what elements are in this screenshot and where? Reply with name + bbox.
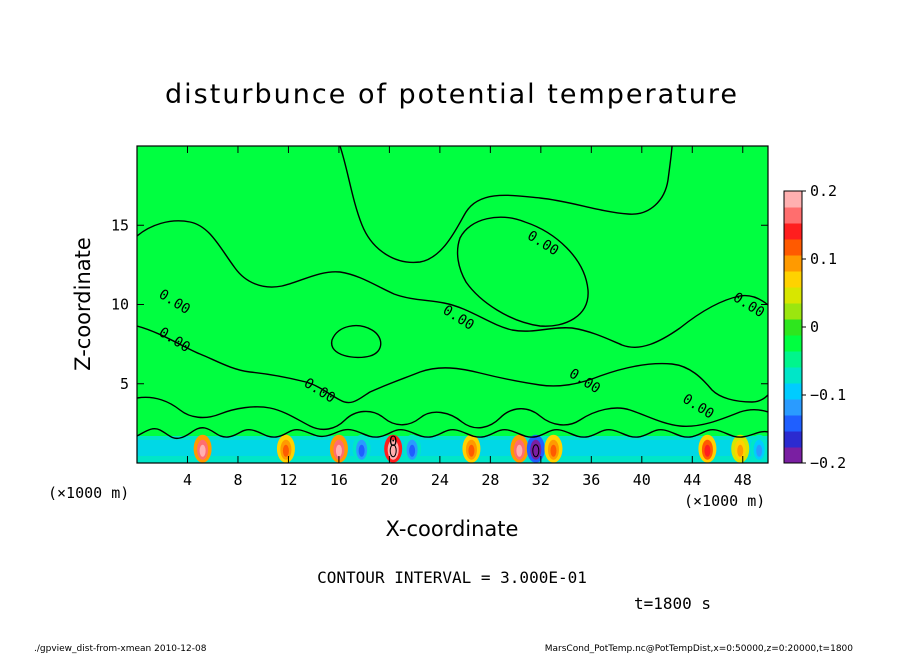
x-tick-label: 16 [330, 471, 348, 489]
footer-left: ./gpview_dist-from-xmean 2010-12-08 [34, 644, 207, 654]
colorbar-segment [784, 335, 802, 352]
colorbar-tick-label: −0.2 [810, 454, 846, 472]
anomaly-core [358, 444, 365, 457]
colorbar-tick-label: 0.1 [810, 250, 837, 268]
colorbar: 0.2 0.1 0 −0.1 −0.2 [783, 182, 846, 472]
colorbar-segment [784, 255, 802, 272]
x-tick-label: 44 [683, 471, 701, 489]
boundary-layer-cyan [137, 440, 768, 456]
anomaly-core [409, 444, 416, 457]
x-tick-label: 48 [734, 471, 752, 489]
footer-right: MarsCond_PotTemp.nc@PotTempDist,x=0:5000… [545, 644, 854, 654]
colorbar-segment [784, 415, 802, 432]
y-ticks: 5 10 15 [111, 216, 768, 393]
colorbar-segment [784, 223, 802, 240]
x-tick-label: 32 [532, 471, 550, 489]
contour-lines [137, 146, 768, 440]
anomaly-core [199, 444, 206, 457]
contour-interval-text: CONTOUR INTERVAL = 3.000E-01 [317, 568, 587, 587]
anomaly-core [737, 444, 744, 457]
time-label: t=1800 s [634, 594, 711, 613]
contour-label-text: 0 [389, 434, 397, 450]
x-tick-label: 36 [582, 471, 600, 489]
x-tick-label: 40 [633, 471, 651, 489]
contour-line [137, 220, 768, 348]
colorbar-segment [784, 431, 802, 448]
colorbar-segment [784, 207, 802, 224]
contour-line [137, 396, 768, 431]
x-tick-label: 4 [183, 471, 192, 489]
x-ticks: 4 8 12 16 20 24 28 32 36 40 44 48 [183, 146, 752, 489]
colorbar-segment [784, 239, 802, 256]
colorbar-segment [784, 319, 802, 336]
anomaly-core [704, 444, 711, 457]
x-tick-label: 8 [233, 471, 242, 489]
anomaly-core [335, 444, 342, 457]
colorbar-segment [784, 191, 802, 208]
x-tick-label: 24 [431, 471, 449, 489]
anomaly-core [756, 444, 763, 457]
colorbar-segment [784, 351, 802, 368]
anomaly-core [468, 444, 475, 457]
colorbar-segment [784, 447, 802, 464]
y-tick-label: 10 [111, 296, 129, 314]
colorbar-segment [784, 303, 802, 320]
colorbar-segment [784, 399, 802, 416]
x-axis-label: X-coordinate [386, 517, 519, 541]
colorbar-segment [784, 287, 802, 304]
contour-line [456, 216, 589, 327]
colorbar-tick-label: −0.1 [810, 386, 846, 404]
anomaly-layer [193, 434, 768, 463]
contour-line [339, 146, 673, 264]
colorbar-segment [784, 383, 802, 400]
colorbar-segment [784, 367, 802, 384]
field-layer: 0.000.000.000.000.000.000.000.000 [137, 146, 768, 463]
x-tick-label: 12 [279, 471, 297, 489]
x-unit-left: (×1000 m) [48, 484, 129, 502]
y-tick-label: 15 [111, 216, 129, 234]
contour-line [137, 325, 768, 404]
contour-label: 0 [389, 434, 397, 450]
y-tick-label: 5 [120, 375, 129, 393]
x-tick-label: 20 [380, 471, 398, 489]
anomaly-core [532, 444, 540, 458]
anomaly-core [389, 444, 397, 458]
colorbar-segment [784, 271, 802, 288]
anomaly-core [282, 444, 289, 457]
chart-title: disturbunce of potential temperature [165, 79, 739, 110]
x-unit-right: (×1000 m) [684, 492, 765, 510]
x-tick-label: 28 [481, 471, 499, 489]
contour-line [137, 427, 768, 440]
colorbar-tick-label: 0.2 [810, 182, 837, 200]
anomaly-core [550, 444, 557, 457]
y-axis-label: Z-coordinate [71, 237, 95, 371]
contour-line [331, 324, 382, 359]
anomaly-core [516, 444, 523, 457]
colorbar-tick-label: 0 [810, 318, 819, 336]
